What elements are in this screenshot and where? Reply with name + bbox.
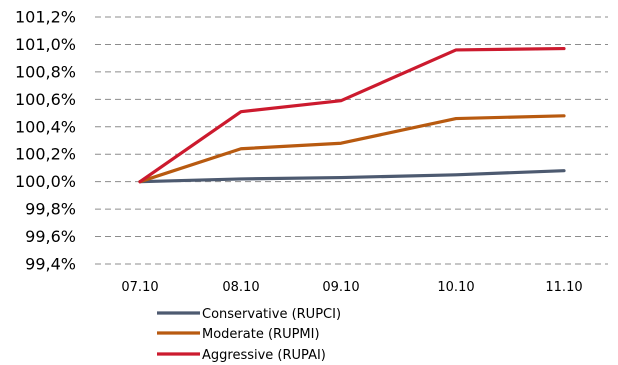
legend-label: Moderate (RUPMI) [202,327,320,342]
legend-item: Aggressive (RUPAI) [157,348,326,363]
y-tick-label: 99,8% [25,200,76,219]
legend-label: Aggressive (RUPAI) [202,348,326,363]
y-tick-label: 99,6% [25,227,76,246]
x-axis-tick-labels: 07.10 08.10 09.10 10.10 11.10 [121,280,582,295]
y-tick-label: 99,4% [25,255,76,274]
y-tick-label: 100,4% [15,117,76,136]
y-tick-label: 101,0% [15,35,76,54]
legend-item: Conservative (RUPCI) [157,307,341,322]
legend-item: Moderate (RUPMI) [157,327,320,342]
legend-label: Conservative (RUPCI) [202,307,341,322]
y-tick-label: 100,2% [15,145,76,164]
x-tick-label: 10.10 [437,280,474,295]
x-tick-label: 08.10 [222,280,259,295]
series-line-3 [138,46,566,184]
y-tick-label: 100,6% [15,90,76,109]
x-tick-label: 11.10 [545,280,582,295]
series-line-1 [138,169,566,184]
y-tick-label: 100,8% [15,62,76,81]
x-tick-label: 07.10 [121,280,158,295]
x-tick-label: 09.10 [322,280,359,295]
series-lines [138,46,566,184]
series-line-2 [138,114,566,184]
legend: Conservative (RUPCI) Moderate (RUPMI) Aggr… [157,307,341,363]
y-axis-tick-labels: 99,4% 99,6% 99,8% 100,0% 100,2% 100,4% 100,6% 1… [15,8,76,274]
y-tick-label: 101,2% [15,8,76,27]
y-tick-label: 100,0% [15,172,76,191]
